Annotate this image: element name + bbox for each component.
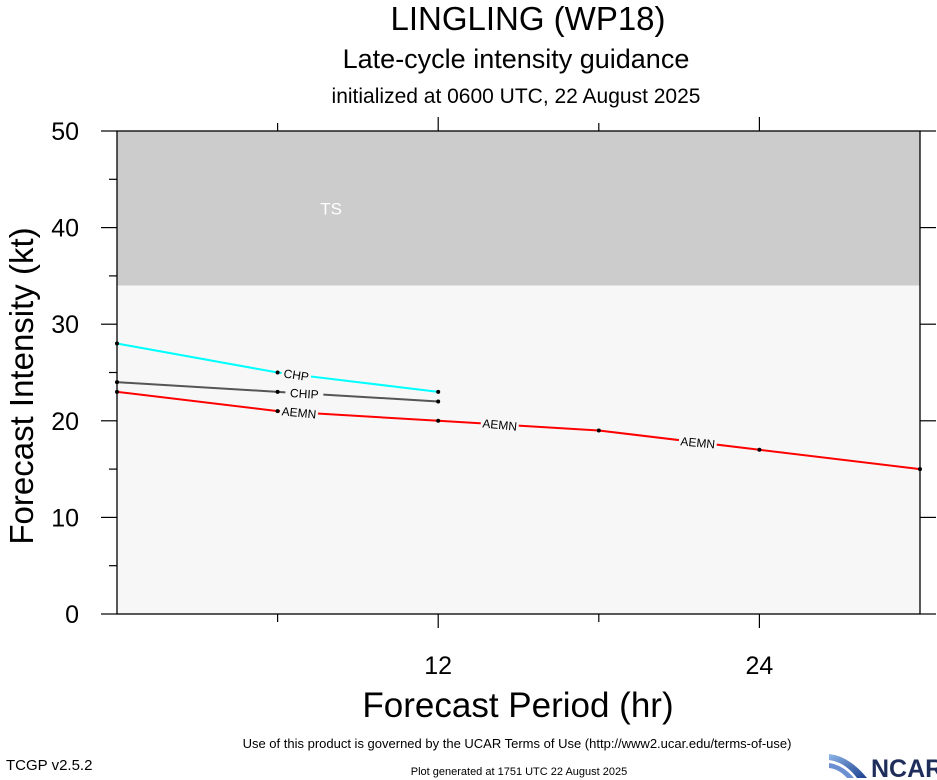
series-label-aemn: AEMN xyxy=(678,433,718,452)
chart-subtitle: Late-cycle intensity guidance xyxy=(342,44,690,74)
series-label-text: AEMN xyxy=(482,416,518,433)
series-label-chip: CHIP xyxy=(284,385,324,402)
series-point-aemn xyxy=(918,467,922,472)
band-lower xyxy=(117,285,920,614)
y-tick-label: 20 xyxy=(51,408,79,436)
series-label-bg xyxy=(279,403,319,422)
plot-generated-time: Plot generated at 1751 UTC 22 August 202… xyxy=(410,766,628,778)
series-label-chp: CHP xyxy=(280,365,312,384)
series-point-chip xyxy=(275,389,280,394)
y-tick-label: 50 xyxy=(51,118,79,146)
initialization-time: initialized at 0600 UTC, 22 August 2025 xyxy=(331,85,701,108)
series-label-text: AEMN xyxy=(680,434,716,451)
ncar-logo: NCAR xyxy=(829,754,937,780)
band-label-ts: TS xyxy=(320,199,342,218)
series-point-aemn xyxy=(115,389,119,394)
series-point-chp xyxy=(275,370,280,375)
terms-of-use-notice: Use of this product is governed by the U… xyxy=(242,736,792,751)
series-label-bg xyxy=(280,365,312,384)
x-tick-label: 12 xyxy=(424,652,452,680)
series-point-aemn xyxy=(436,418,441,423)
version-label: TCGP v2.5.2 xyxy=(6,757,93,774)
y-tick-label: 40 xyxy=(51,215,79,243)
chart-title: LINGLING (WP18) xyxy=(390,0,666,37)
series-point-aemn xyxy=(596,428,601,433)
series-point-aemn xyxy=(757,447,762,452)
x-tick-label: 24 xyxy=(745,652,773,680)
series-point-chip xyxy=(115,380,119,385)
x-axis-label: Forecast Period (hr) xyxy=(362,686,674,725)
y-axis-label: Forecast Intensity (kt) xyxy=(3,227,40,545)
series-label-bg xyxy=(678,433,718,452)
series-label-text: AEMN xyxy=(281,404,317,421)
series-label-aemn: AEMN xyxy=(480,415,520,434)
series-label-text: CHIP xyxy=(290,386,319,402)
series-point-chp xyxy=(115,341,119,346)
series-point-aemn xyxy=(275,409,280,414)
series-label-bg xyxy=(480,415,520,434)
band-ts xyxy=(117,131,920,286)
y-tick-label: 10 xyxy=(51,504,79,532)
series-label-aemn: AEMN xyxy=(279,403,319,422)
series-point-chp xyxy=(436,389,441,394)
logo-text: NCAR xyxy=(871,755,937,780)
y-tick-label: 0 xyxy=(65,601,79,629)
series-point-chip xyxy=(436,399,441,404)
series-label-text: CHP xyxy=(283,366,310,384)
y-tick-label: 30 xyxy=(51,311,79,339)
series-label-bg xyxy=(284,385,324,402)
